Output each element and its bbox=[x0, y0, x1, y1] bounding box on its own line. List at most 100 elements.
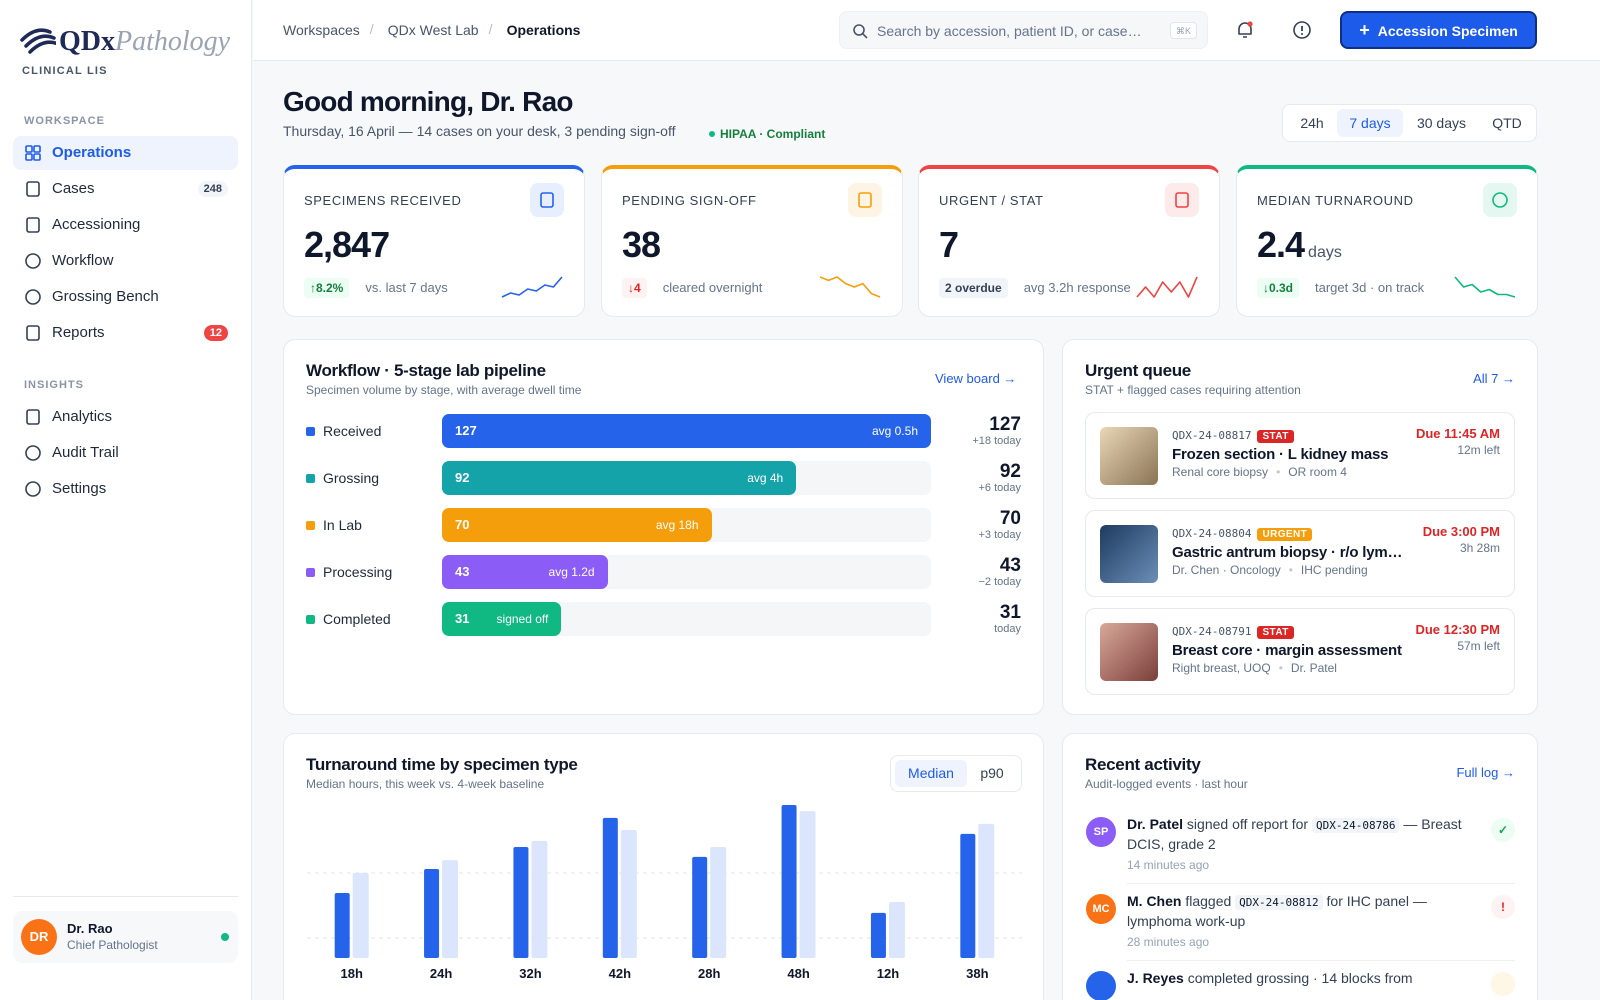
event-status: ! bbox=[1491, 895, 1515, 919]
panel-link[interactable]: View board → bbox=[935, 371, 1017, 387]
meta-item: IHC pending bbox=[1300, 563, 1368, 577]
meta-item: Renal core biopsy bbox=[1172, 465, 1269, 479]
case-flag: STAT bbox=[1257, 430, 1294, 443]
breadcrumb[interactable]: Workspaces bbox=[283, 21, 360, 38]
event-time: 28 minutes ago bbox=[1127, 935, 1210, 949]
icon-shape bbox=[25, 145, 33, 153]
compliance-dot bbox=[709, 131, 715, 137]
meta-item: Dr. Patel bbox=[1290, 661, 1337, 675]
icon-shape bbox=[26, 217, 40, 233]
compliance: HIPAA · Compliant bbox=[720, 126, 826, 141]
panel-link[interactable]: Full log → bbox=[1456, 765, 1515, 781]
stage-today: +6 today bbox=[978, 482, 1021, 495]
icon bbox=[25, 445, 41, 461]
nav-item[interactable]: Analytics bbox=[13, 400, 238, 434]
breadcrumb-sep: / bbox=[369, 21, 374, 37]
sparkline bbox=[819, 276, 881, 298]
bar-value: 92 bbox=[455, 470, 470, 486]
kpi-delta: ↓4 bbox=[622, 278, 647, 298]
range-tab[interactable]: 30 days bbox=[1416, 115, 1467, 131]
toggle-option[interactable]: p90 bbox=[980, 765, 1004, 781]
case-thumbnail bbox=[1100, 525, 1158, 583]
event-actor: J. Reyes bbox=[1127, 970, 1184, 986]
nav-item[interactable]: Workflow bbox=[13, 244, 238, 278]
bar-avg: avg 0.5h bbox=[871, 423, 918, 438]
user-name: Dr. Rao bbox=[67, 921, 113, 937]
nav-item[interactable]: Accessioning bbox=[13, 208, 238, 242]
primary-button[interactable]: + Accession Specimen bbox=[1340, 11, 1537, 49]
x-tick-label: 32h bbox=[519, 966, 541, 981]
event-divider bbox=[1127, 883, 1515, 884]
nav-item[interactable]: Grossing Bench bbox=[13, 280, 238, 314]
case-card[interactable]: QDX-24-08817 STAT Frozen section · L kidne… bbox=[1085, 412, 1515, 499]
kpi-card[interactable]: SPECIMENS RECEIVED 2,847 ↑8.2% vs. last 7 d… bbox=[283, 165, 585, 317]
stage-bar: 43 avg 1.2d bbox=[442, 555, 608, 589]
nav-label: Workflow bbox=[52, 252, 114, 269]
event-text: Dr. Patel signed off report for QDX-24-0… bbox=[1127, 815, 1477, 875]
breadcrumb[interactable]: QDx West Lab bbox=[387, 21, 479, 38]
kpi-note: vs. last 7 days bbox=[365, 280, 448, 296]
nav-item[interactable]: Operations bbox=[13, 136, 238, 170]
stage-total: 43 bbox=[999, 554, 1021, 576]
icon-shape bbox=[25, 481, 41, 497]
nav-item[interactable]: Cases 248 bbox=[13, 172, 238, 206]
event-status: ✓ bbox=[1491, 818, 1515, 842]
user-card[interactable]: DR Dr. Rao Chief Pathologist bbox=[13, 911, 238, 963]
status-dot bbox=[221, 933, 229, 941]
event-detail: for IHC panel — lymphoma work-up bbox=[1127, 893, 1427, 929]
icon-shape bbox=[33, 153, 41, 161]
icon-shape bbox=[33, 145, 41, 153]
icon-shape bbox=[862, 33, 868, 39]
event-avatar: SP bbox=[1086, 817, 1116, 847]
range-tab[interactable]: QTD bbox=[1492, 115, 1522, 131]
search-placeholder: Search by accession, patient ID, or case… bbox=[877, 22, 1142, 39]
nav-item[interactable]: Reports 12 bbox=[13, 316, 238, 350]
range-tab[interactable]: 24h bbox=[1300, 115, 1324, 131]
icon bbox=[26, 181, 40, 197]
section-title: WORKSPACE bbox=[24, 115, 105, 128]
nav-label: Accessioning bbox=[52, 216, 141, 233]
case-card[interactable]: QDX-24-08804 URGENT Gastric antrum biopsy … bbox=[1085, 510, 1515, 597]
bar bbox=[960, 833, 976, 958]
panel-link[interactable]: All 7 → bbox=[1473, 371, 1515, 387]
plus: + bbox=[1359, 20, 1370, 40]
icon-shape bbox=[1175, 192, 1189, 208]
kpi-value: 2,847 bbox=[304, 225, 390, 265]
case-flag: STAT bbox=[1257, 626, 1294, 639]
kpi-card[interactable]: URGENT / STAT 7 2 overdue avg 3.2h response bbox=[918, 165, 1220, 317]
kpi-card[interactable]: MEDIAN TURNAROUND 2.4 days ↓0.3d target 3d ·… bbox=[1236, 165, 1538, 317]
icon-shape bbox=[1293, 21, 1311, 39]
bar bbox=[352, 872, 369, 958]
workflow-panel: Workflow · 5-stage lab pipeline Specimen … bbox=[283, 339, 1044, 715]
icon-shape bbox=[25, 289, 41, 305]
search-box[interactable]: Search by accession, patient ID, or case… bbox=[839, 11, 1208, 49]
kpi-label: MEDIAN TURNAROUND bbox=[1257, 193, 1414, 209]
stage-bar: 70 avg 18h bbox=[442, 508, 712, 542]
nav-label: Cases bbox=[52, 180, 95, 197]
divider bbox=[13, 896, 238, 897]
kpi-unit: days bbox=[1308, 244, 1342, 261]
bar bbox=[531, 840, 548, 958]
x-tick-label: 38h bbox=[966, 966, 988, 981]
case-flag: URGENT bbox=[1257, 528, 1313, 541]
sparkline bbox=[501, 276, 563, 298]
nav-label: Audit Trail bbox=[52, 444, 119, 461]
stage-today: today bbox=[994, 623, 1021, 636]
panel-title: Workflow · 5-stage lab pipeline bbox=[306, 360, 546, 380]
range-tab[interactable]: 7 days bbox=[1337, 109, 1403, 137]
nav-item[interactable]: Audit Trail bbox=[13, 436, 238, 470]
stage-today: −2 today bbox=[978, 576, 1021, 589]
brand-strong: QDx bbox=[59, 26, 115, 57]
kpi-card[interactable]: PENDING SIGN-OFF 38 ↓4 cleared overnight bbox=[601, 165, 903, 317]
case-meta: Right breast, UOQ • Dr. Patel bbox=[1172, 661, 1337, 676]
brand-light: Pathology bbox=[115, 26, 231, 57]
nav-item[interactable]: Settings bbox=[13, 472, 238, 506]
event-code: QDX-24-08786 bbox=[1311, 818, 1400, 833]
case-card[interactable]: QDX-24-08791 STAT Breast core · margin ass… bbox=[1085, 608, 1515, 695]
case-left: 57m left bbox=[1457, 638, 1500, 653]
toggle-option[interactable]: Median bbox=[895, 760, 967, 787]
bar bbox=[692, 856, 708, 958]
legend-dot bbox=[306, 568, 315, 577]
button-label: Accession Specimen bbox=[1377, 23, 1518, 39]
bar-value: 31 bbox=[455, 611, 470, 627]
